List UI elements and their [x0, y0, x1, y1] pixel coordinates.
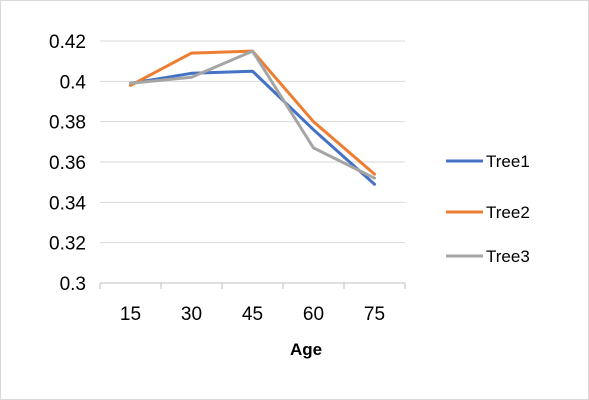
y-tick-label: 0.4 [60, 72, 87, 93]
y-tick-label: 0.36 [49, 153, 86, 174]
x-tick-label: 45 [242, 304, 263, 325]
x-tick-label: 30 [181, 304, 202, 325]
legend-label: Tree2 [486, 203, 530, 222]
y-tick-label: 0.38 [49, 113, 86, 134]
x-axis-title: Age [290, 340, 322, 359]
x-tick-label: 60 [303, 304, 324, 325]
x-tick-label: 75 [364, 304, 385, 325]
series-lines [129, 49, 376, 186]
x-axis [99, 282, 406, 289]
y-tick-label: 0.3 [60, 274, 86, 295]
legend-item-tree2: Tree2 [446, 203, 530, 222]
x-tick-label: 15 [120, 304, 141, 325]
legend-item-tree3: Tree3 [446, 247, 530, 266]
legend: Tree1 Tree2 Tree3 [446, 152, 530, 266]
y-axis-tick-labels: 0.3 0.32 0.34 0.36 0.38 0.4 0.42 [49, 32, 86, 295]
y-tick-label: 0.34 [49, 193, 86, 214]
x-axis-tick-labels: 15 30 45 60 75 [120, 304, 385, 325]
y-tick-label: 0.32 [49, 234, 86, 255]
legend-label: Tree3 [486, 247, 530, 266]
legend-item-tree1: Tree1 [446, 152, 530, 171]
legend-label: Tree1 [486, 152, 530, 171]
series-line-tree1 [129, 69, 376, 186]
series-line-tree3 [129, 49, 376, 180]
y-tick-label: 0.42 [49, 32, 86, 53]
